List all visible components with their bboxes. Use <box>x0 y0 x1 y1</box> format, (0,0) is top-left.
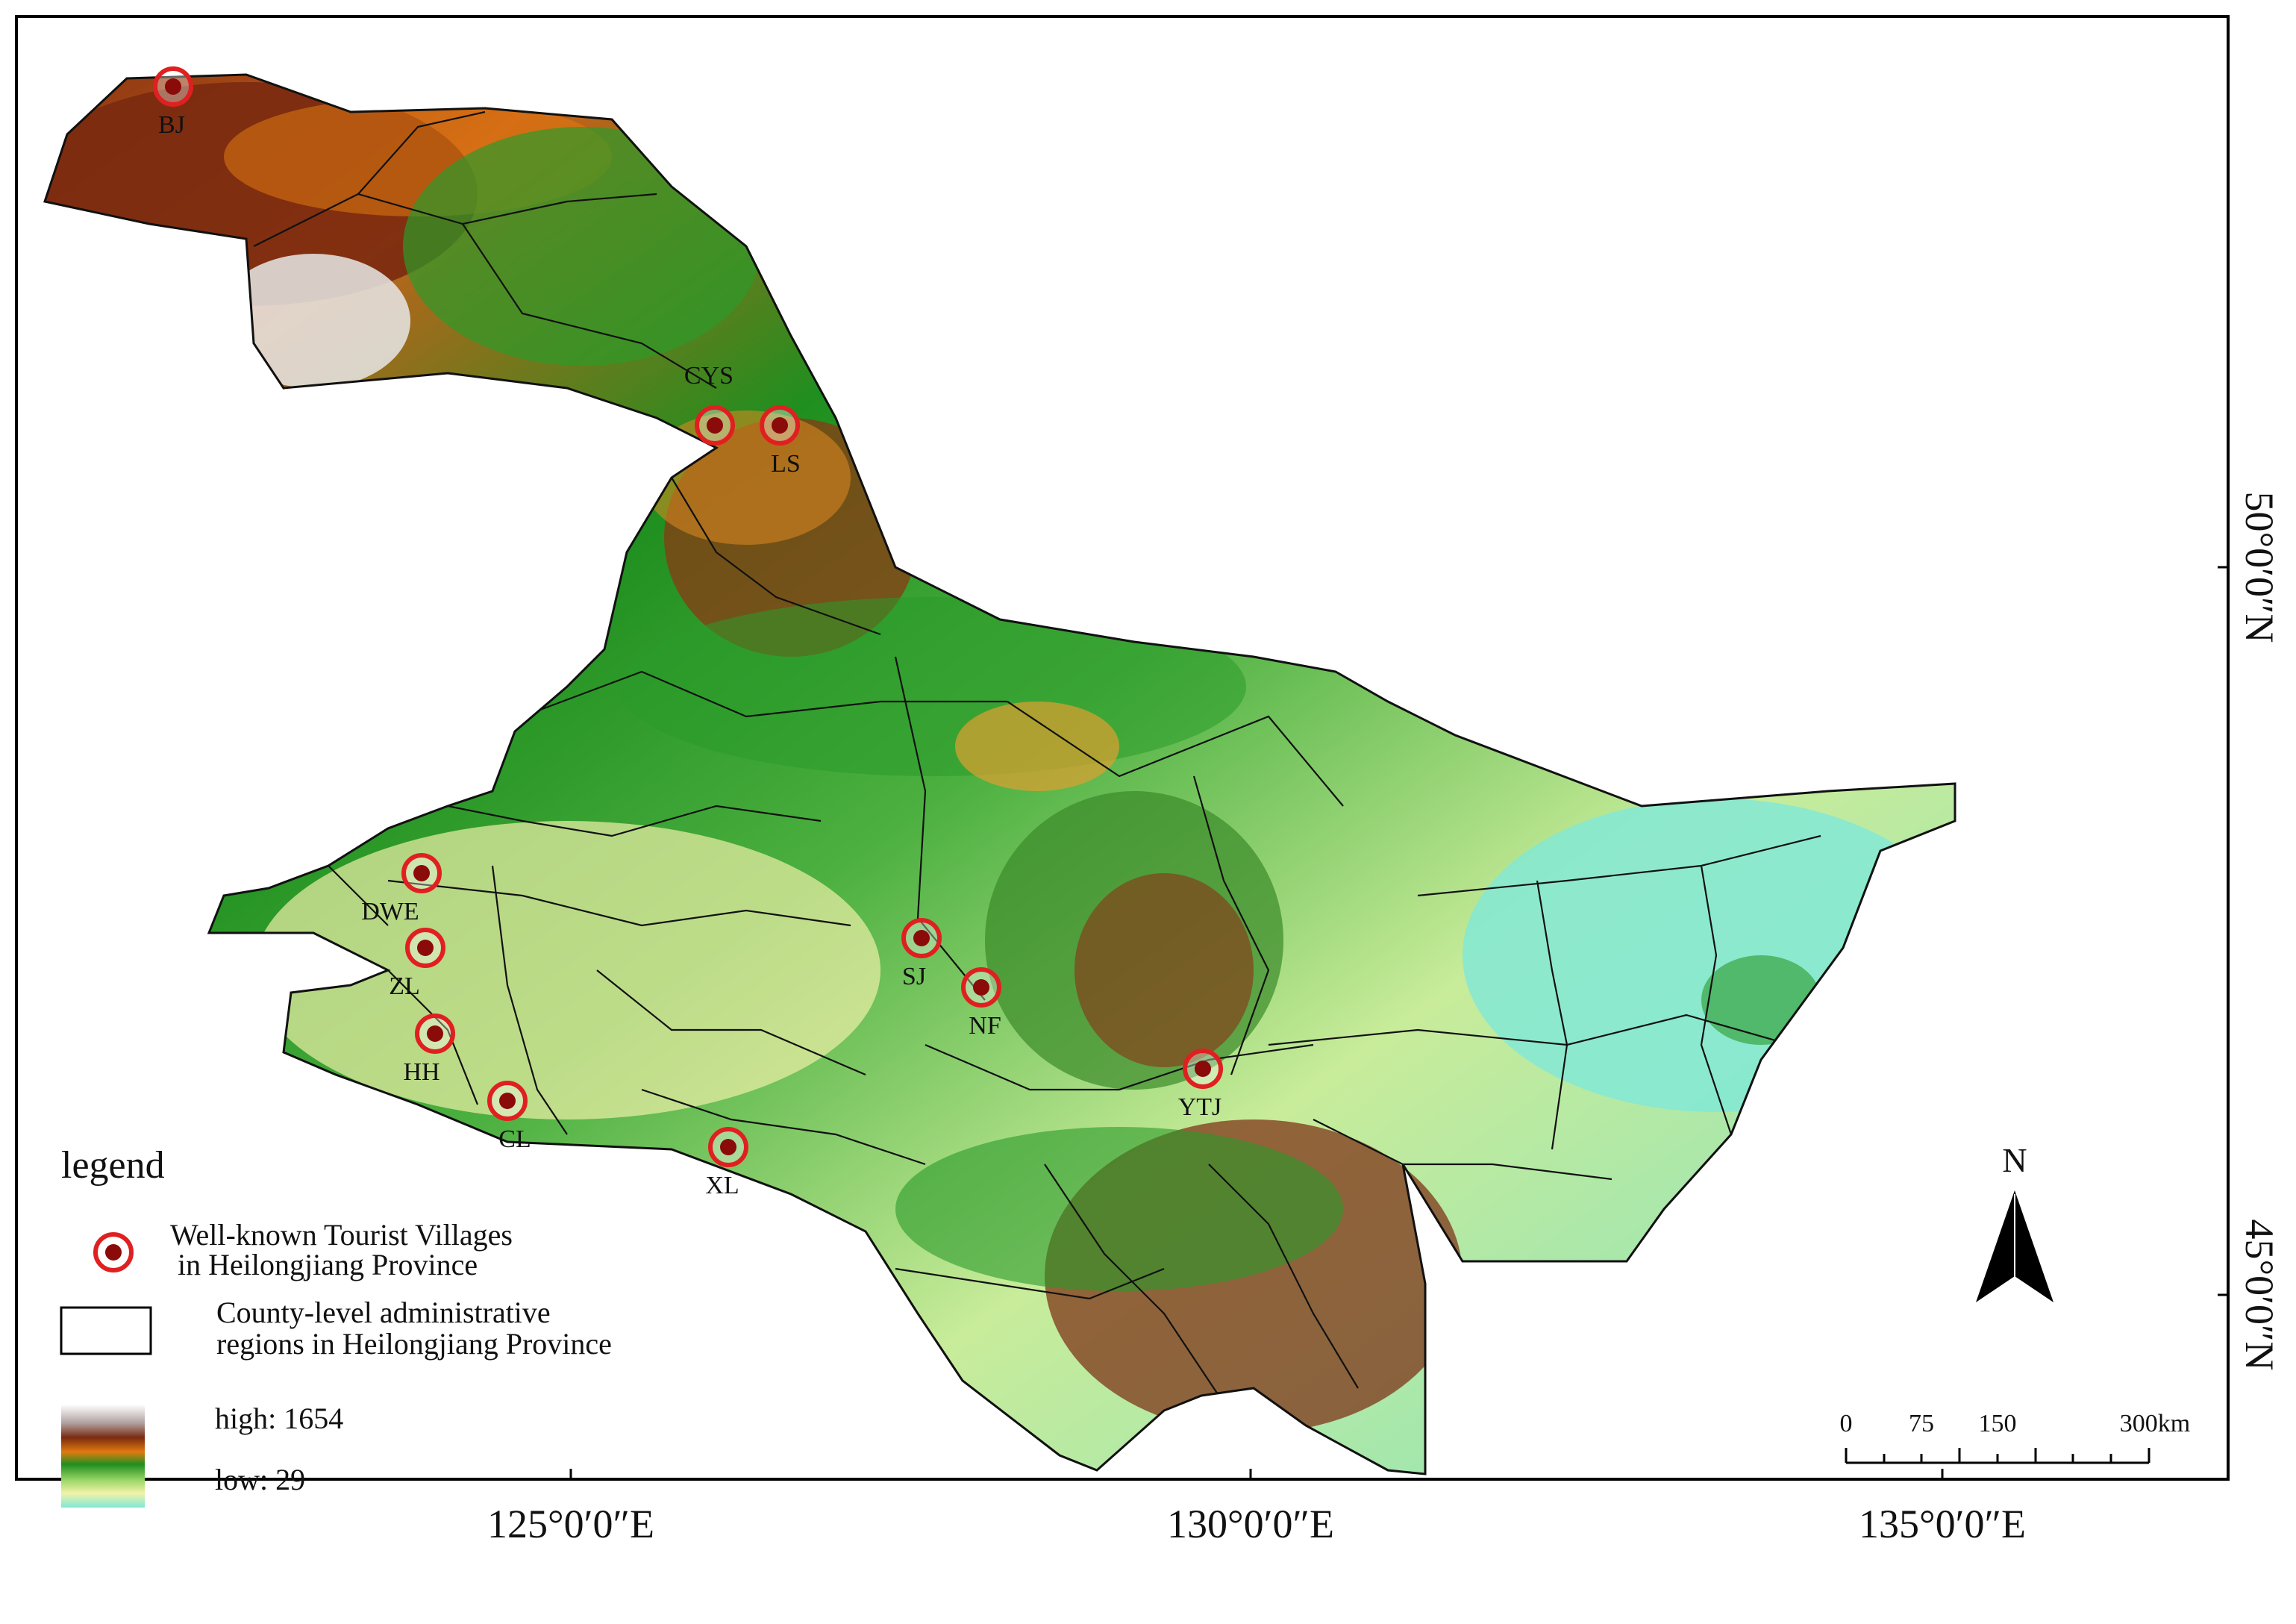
legend-elevation-low: low: 29 <box>215 1463 305 1496</box>
village-label-dwe: DWE <box>361 898 419 925</box>
county-boundaries <box>253 110 1821 1404</box>
county-boundary <box>1313 1119 1612 1181</box>
map-frame <box>15 15 2230 1481</box>
county-boundary <box>1208 1164 1359 1389</box>
scale-bar <box>1845 1448 2150 1464</box>
village-dot <box>427 1025 443 1042</box>
village-dot <box>707 417 723 434</box>
scale-label-0: 0 <box>1840 1410 1853 1437</box>
county-boundary <box>596 969 866 1076</box>
county-boundary <box>1044 1164 1224 1404</box>
latitude-label-45: 45°0′0″N <box>2237 1219 2282 1371</box>
longitude-label-135: 135°0′0″E <box>1859 1502 2026 1546</box>
county-boundary <box>1536 880 1568 1150</box>
county-boundary <box>895 1267 1165 1300</box>
village-marker-dwe: DWE <box>361 853 442 925</box>
relief-se-green <box>895 1127 1343 1291</box>
county-boundary <box>894 656 986 1001</box>
village-dot <box>1195 1061 1211 1077</box>
north-arrow-label: N <box>2002 1141 2027 1179</box>
village-label-ytj: YTJ <box>1178 1093 1222 1121</box>
relief-zhangguangcai-peaks <box>1075 873 1254 1067</box>
county-boundary <box>253 110 486 247</box>
relief-central-green <box>619 597 1246 776</box>
legend: legend Well-known Tourist Villages in He… <box>60 1144 612 1508</box>
relief-east-hills <box>1701 955 1821 1045</box>
legend-counties-line1: County-level administrative <box>216 1296 551 1329</box>
village-label-zl: ZL <box>389 972 420 1000</box>
village-marker-nf: NF <box>961 967 1001 1040</box>
village-marker-bj: BJ <box>153 66 193 139</box>
county-boundary <box>1417 834 1821 897</box>
scale-bar-labels: 0 75 150 300km <box>1840 1410 2191 1437</box>
village-dot <box>772 417 788 434</box>
county-boundary <box>491 865 568 1135</box>
county-boundary <box>641 1088 926 1166</box>
village-dot <box>165 78 181 95</box>
village-dot <box>973 979 989 996</box>
longitude-label-130: 130°0′0″E <box>1167 1502 1334 1546</box>
village-marker-ls: LS <box>760 405 801 478</box>
relief-green-north <box>403 127 761 366</box>
county-boundary <box>462 223 717 389</box>
relief-central-orange <box>955 702 1119 791</box>
villages-layer: BJ CYS LS DWE ZL HH CL XL SJ NF YTJ <box>153 66 1223 1199</box>
village-dot <box>913 930 930 946</box>
legend-elevation-high: high: 1654 <box>215 1402 343 1435</box>
scale-label-150: 150 <box>1979 1410 2017 1437</box>
county-boundary <box>447 805 822 837</box>
village-label-ls: LS <box>771 450 801 478</box>
village-dot <box>413 865 430 881</box>
village-marker-ytj: YTJ <box>1178 1049 1223 1121</box>
legend-elevation-ramp <box>61 1405 145 1508</box>
village-label-sj: SJ <box>902 963 926 990</box>
village-marker-hh: HH <box>403 1014 455 1086</box>
latitude-axis: 50°0′0″N 45°0′0″N <box>2218 492 2282 1371</box>
village-dot <box>417 940 434 956</box>
village-label-xl: XL <box>705 1172 739 1199</box>
longitude-label-125: 125°0′0″E <box>487 1502 654 1546</box>
legend-title: legend <box>61 1144 165 1187</box>
scale-label-75: 75 <box>1909 1410 1934 1437</box>
village-label-bj: BJ <box>158 111 185 139</box>
village-marker-sj: SJ <box>901 918 942 990</box>
village-label-cl: CL <box>498 1125 531 1153</box>
county-boundary <box>925 1043 1314 1091</box>
county-boundary <box>387 879 851 927</box>
village-marker-zl: ZL <box>389 928 445 1000</box>
county-boundary <box>1192 775 1270 1075</box>
relief-high-peaks-nw <box>216 254 410 388</box>
relief-songnen-plain <box>254 821 880 1119</box>
village-marker-xl: XL <box>705 1127 748 1199</box>
county-boundary <box>671 477 881 636</box>
legend-villages-line2: in Heilongjiang Province <box>178 1248 478 1281</box>
legend-village-symbol <box>93 1232 134 1272</box>
north-arrow: N <box>1976 1141 2053 1302</box>
village-marker-cys: CYS <box>684 362 735 446</box>
latitude-label-50: 50°0′0″N <box>2237 492 2282 643</box>
legend-villages-line1: Well-known Tourist Villages <box>170 1218 513 1252</box>
legend-counties-line2: regions in Heilongjiang Province <box>216 1327 612 1361</box>
legend-county-symbol <box>60 1306 152 1355</box>
county-boundary <box>328 865 389 926</box>
village-label-hh: HH <box>403 1058 440 1086</box>
scale-label-300: 300km <box>2120 1410 2190 1437</box>
village-label-nf: NF <box>969 1012 1001 1040</box>
county-boundary <box>1700 865 1733 1135</box>
county-boundary <box>357 193 657 225</box>
county-boundary <box>522 670 1007 718</box>
village-marker-cl: CL <box>487 1081 531 1153</box>
county-boundary <box>1007 701 1344 807</box>
village-dot <box>720 1139 736 1155</box>
village-label-cys: CYS <box>684 362 733 390</box>
longitude-axis: 125°0′0″E 130°0′0″E 135°0′0″E <box>487 1469 2026 1546</box>
village-dot <box>499 1093 516 1109</box>
